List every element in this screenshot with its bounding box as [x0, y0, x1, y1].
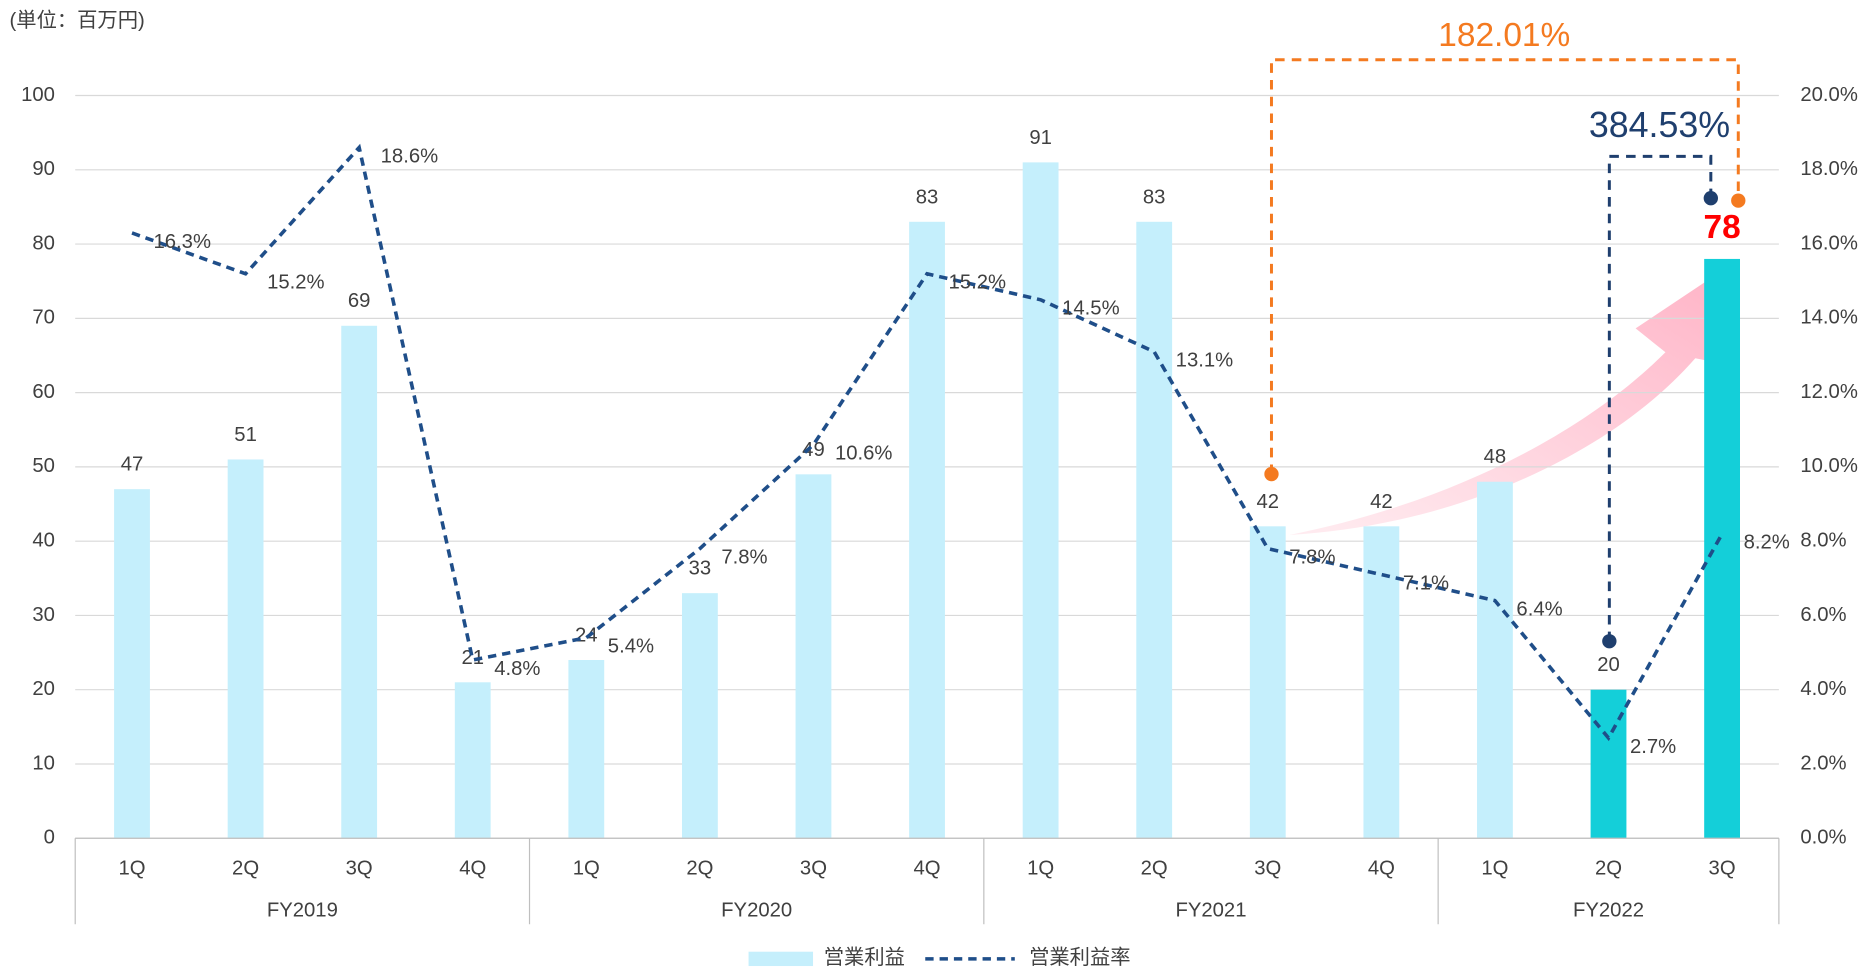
- line-value-label: 13.1%: [1176, 350, 1234, 372]
- legend-label: 営業利益率: [1029, 946, 1130, 969]
- bar-value-label: 21: [461, 647, 484, 669]
- group-label: FY2022: [1573, 899, 1644, 921]
- y2-tick-label: 0.0%: [1800, 827, 1846, 849]
- bar-value-label: 42: [1370, 491, 1393, 513]
- bar: [1363, 526, 1400, 839]
- y-tick-label: 70: [32, 307, 55, 329]
- bar: [1477, 481, 1513, 839]
- bar: [1704, 258, 1740, 839]
- bar: [1022, 162, 1059, 839]
- y-tick-label: 90: [32, 158, 55, 180]
- bar: [227, 459, 264, 839]
- bar-value-label: 91: [1029, 127, 1052, 149]
- y-tick-label: 0: [44, 827, 55, 849]
- x-tick-label: 1Q: [1481, 858, 1508, 880]
- x-tick-label: 4Q: [914, 858, 941, 880]
- bar: [341, 325, 378, 839]
- y2-tick-label: 20.0%: [1800, 84, 1858, 106]
- x-tick-label: 4Q: [1368, 858, 1395, 880]
- line: [131, 143, 1724, 742]
- bar-value-label: 78: [1703, 209, 1740, 246]
- x-tick-label: 2Q: [1595, 858, 1622, 880]
- bar-value-label: 42: [1256, 491, 1279, 513]
- y-tick-label: 10: [32, 752, 55, 774]
- x-tick-label: 3Q: [1709, 858, 1736, 880]
- bar: [114, 489, 150, 839]
- group-label: FY2019: [267, 899, 338, 921]
- bar: [1136, 221, 1173, 839]
- line-value-label: 2.7%: [1630, 736, 1676, 758]
- line-value-label: 18.6%: [381, 145, 439, 167]
- legend-swatch: [748, 951, 814, 967]
- line-value-label: 6.4%: [1516, 598, 1562, 620]
- unit-label: (単位：百万円): [10, 9, 145, 32]
- line-value-label: 15.2%: [949, 272, 1007, 294]
- bar-value-label: 47: [121, 454, 144, 476]
- line-value-label: 14.5%: [1062, 298, 1120, 320]
- y2-tick-label: 16.0%: [1800, 232, 1858, 254]
- y-tick-label: 60: [32, 381, 55, 403]
- bar: [795, 474, 832, 839]
- bar-value-label: 83: [1143, 186, 1166, 208]
- bracket-navy: [1607, 154, 1713, 642]
- x-tick-label: 3Q: [346, 858, 373, 880]
- bar-value-label: 33: [689, 558, 712, 580]
- bracket-dot: [1703, 191, 1718, 206]
- annotation: 182.01%: [1438, 17, 1570, 54]
- line-value-label: 16.3%: [153, 231, 211, 253]
- bar-value-label: 83: [916, 186, 939, 208]
- y-tick-label: 30: [32, 604, 55, 626]
- line-value-label: 4.8%: [494, 658, 540, 680]
- line-value-label: 15.2%: [267, 272, 325, 294]
- line-value-label: 8.2%: [1744, 532, 1790, 554]
- x-tick-label: 1Q: [1027, 858, 1054, 880]
- x-tick-label: 4Q: [459, 858, 486, 880]
- bar: [1249, 526, 1286, 839]
- legend-label: 営業利益: [824, 946, 905, 969]
- x-tick-label: 2Q: [1141, 858, 1168, 880]
- bar: [681, 593, 718, 839]
- bar-value-label: 49: [802, 439, 825, 461]
- bracket-orange: [1269, 58, 1740, 475]
- line-value-label: 7.8%: [1289, 547, 1335, 569]
- x-tick-label: 2Q: [232, 858, 259, 880]
- y2-tick-label: 18.0%: [1800, 158, 1858, 180]
- x-tick-label: 1Q: [118, 858, 145, 880]
- y2-tick-label: 14.0%: [1800, 307, 1858, 329]
- y-tick-label: 80: [32, 232, 55, 254]
- bar: [909, 221, 945, 839]
- group-label: FY2020: [721, 899, 792, 921]
- x-tick-label: 2Q: [686, 858, 713, 880]
- x-tick-label: 3Q: [1254, 858, 1281, 880]
- y-tick-label: 100: [21, 84, 55, 106]
- bar-value-label: 20: [1597, 654, 1620, 676]
- y2-tick-label: 2.0%: [1800, 752, 1846, 774]
- x-tick-label: 3Q: [800, 858, 827, 880]
- bar: [454, 682, 491, 839]
- line-value-label: 5.4%: [608, 636, 654, 658]
- line-value-label: 7.8%: [721, 547, 767, 569]
- line-value-label: 10.6%: [835, 443, 893, 465]
- bracket-dot: [1264, 466, 1279, 482]
- bar-value-label: 48: [1484, 446, 1507, 468]
- bracket-dot: [1731, 193, 1746, 208]
- annotation: 384.53%: [1589, 105, 1730, 145]
- y2-tick-label: 6.0%: [1800, 604, 1846, 626]
- y-tick-label: 40: [32, 530, 55, 552]
- y-tick-label: 50: [32, 455, 55, 477]
- bar: [568, 660, 605, 839]
- bar-value-label: 51: [234, 424, 257, 446]
- growth-arrow: [1289, 268, 1726, 535]
- y2-tick-label: 10.0%: [1800, 455, 1858, 477]
- y2-tick-label: 12.0%: [1800, 381, 1858, 403]
- y2-tick-label: 4.0%: [1800, 678, 1846, 700]
- bracket-dot: [1602, 634, 1617, 649]
- y2-tick-label: 8.0%: [1800, 530, 1846, 552]
- group-label: FY2021: [1175, 899, 1246, 921]
- line-value-label: 7.1%: [1403, 573, 1449, 595]
- bar-value-label: 69: [348, 290, 371, 312]
- y-tick-label: 20: [32, 678, 55, 700]
- x-tick-label: 1Q: [573, 858, 600, 880]
